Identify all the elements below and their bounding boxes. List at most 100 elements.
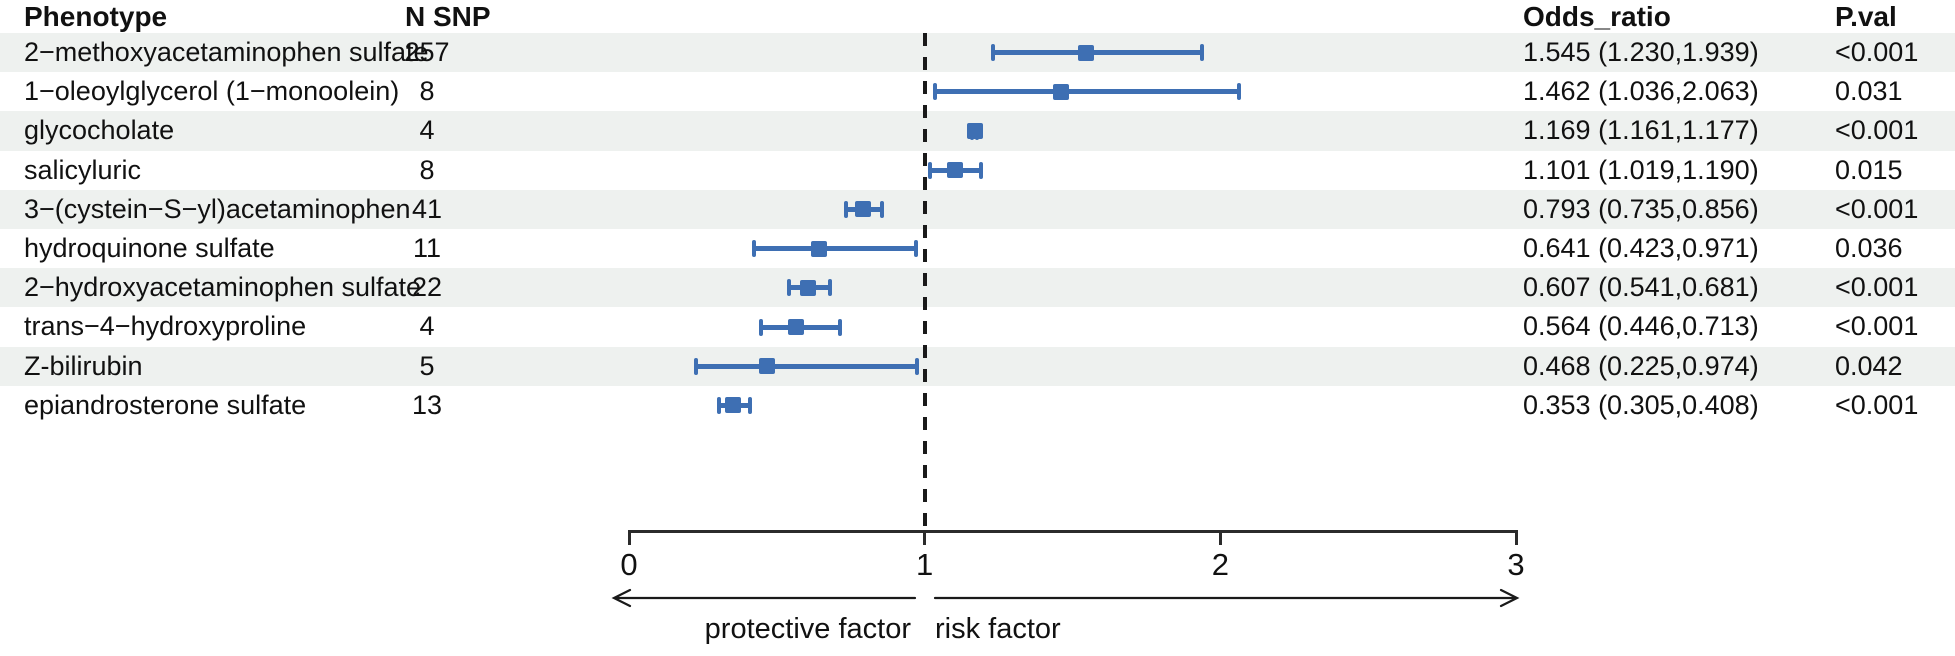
odds-ratio-value: 0.468 (0.225,0.974) [1523, 350, 1759, 381]
column-header-n-snp: N SNP [405, 1, 491, 32]
confidence-interval-cap [786, 279, 791, 297]
confidence-interval-cap [933, 83, 938, 101]
x-axis-tick [923, 530, 927, 545]
odds-ratio-marker [946, 162, 963, 179]
table-row: trans−4−hydroxyproline 4 0.564 (0.446,0.71… [0, 307, 1955, 346]
p-value: <0.001 [1835, 311, 1919, 342]
axis-direction-arrows [611, 588, 1520, 608]
confidence-interval-line [935, 89, 1239, 95]
p-value: <0.001 [1835, 115, 1919, 146]
odds-ratio-value: 1.101 (1.019,1.190) [1523, 154, 1759, 185]
table-row: 2−methoxyacetaminophen sulfate 257 1.545 (… [0, 33, 1955, 73]
confidence-interval-line [695, 363, 917, 369]
odds-ratio-marker [810, 240, 827, 257]
p-value: <0.001 [1835, 37, 1919, 67]
confidence-interval-cap [717, 396, 722, 414]
phenotype-label: 2−methoxyacetaminophen sulfate [24, 37, 429, 67]
x-axis-line [628, 530, 1517, 533]
n-snp-value: 8 [419, 154, 435, 185]
confidence-interval-cap [693, 357, 698, 375]
x-axis-tick [1514, 530, 1518, 545]
odds-ratio-marker [725, 397, 742, 414]
risk-factor-label: risk factor [935, 613, 1061, 645]
table-row: 2−hydroxyacetaminophen sulfate 22 0.607 (0… [0, 268, 1955, 308]
odds-ratio-value: 1.462 (1.036,2.063) [1523, 76, 1759, 107]
phenotype-label: epiandrosterone sulfate [24, 389, 307, 420]
odds-ratio-value: 0.641 (0.423,0.971) [1523, 233, 1759, 263]
table-row: Z-bilirubin 5 0.468 (0.225,0.974) 0.042 [0, 346, 1955, 386]
n-snp-value: 8 [419, 76, 435, 107]
phenotype-label: 1−oleoylglycerol (1−monoolein) [24, 76, 400, 107]
p-value: 0.031 [1835, 76, 1903, 107]
n-snp-value: 257 [404, 37, 450, 67]
odds-ratio-marker [966, 123, 983, 139]
odds-ratio-value: 0.353 (0.305,0.408) [1523, 389, 1759, 420]
confidence-interval-cap [880, 200, 885, 218]
column-header-p-val: P.val [1835, 1, 1897, 32]
confidence-interval-cap [990, 44, 995, 62]
phenotype-label: glycocholate [24, 115, 175, 146]
odds-ratio-marker [800, 279, 817, 296]
p-value: 0.036 [1835, 233, 1903, 263]
confidence-interval-cap [914, 357, 919, 375]
table-row: salicyluric 8 1.101 (1.019,1.190) 0.015 [0, 151, 1955, 190]
n-snp-value: 41 [411, 193, 443, 224]
x-axis-tick [1218, 530, 1222, 545]
phenotype-label: 2−hydroxyacetaminophen sulfate [24, 272, 422, 303]
n-snp-value: 11 [412, 233, 442, 263]
table-row: hydroquinone sulfate 11 0.641 (0.423,0.971… [0, 229, 1955, 268]
n-snp-value: 4 [419, 311, 435, 342]
odds-ratio-value: 0.564 (0.446,0.713) [1523, 311, 1759, 342]
p-value: <0.001 [1835, 272, 1919, 303]
column-header-odds-ratio: Odds_ratio [1523, 1, 1671, 32]
p-value: 0.042 [1835, 350, 1903, 381]
reference-line [922, 33, 927, 530]
confidence-interval-cap [928, 161, 933, 179]
odds-ratio-value: 1.545 (1.230,1.939) [1523, 37, 1759, 67]
confidence-interval-line [754, 246, 917, 252]
table-row: epiandrosterone sulfate 13 0.353 (0.305,0.… [0, 386, 1955, 425]
n-snp-value: 13 [411, 389, 443, 420]
risk-arrow-icon [933, 588, 1520, 608]
x-axis-tick-label: 2 [1211, 547, 1229, 582]
phenotype-label: salicyluric [24, 154, 142, 185]
n-snp-value: 5 [419, 350, 435, 381]
confidence-interval-cap [837, 318, 842, 336]
n-snp-value: 4 [419, 115, 435, 146]
protective-factor-label: protective factor [704, 613, 911, 645]
odds-ratio-marker [1077, 44, 1094, 61]
table-row: 3−(cystein−S−yl)acetaminophen 41 0.793 (0.… [0, 189, 1955, 229]
confidence-interval-cap [752, 240, 757, 258]
odds-ratio-value: 1.169 (1.161,1.177) [1523, 115, 1759, 146]
confidence-interval-cap [758, 318, 763, 336]
confidence-interval-line [992, 50, 1203, 56]
x-axis-tick-label: 3 [1507, 547, 1525, 582]
table-row: 1−oleoylglycerol (1−monoolein) 8 1.462 (1.… [0, 72, 1955, 111]
x-axis-tick-label: 1 [916, 547, 934, 582]
protective-arrow-icon [611, 588, 917, 608]
forest-plot-layer [629, 33, 1516, 425]
n-snp-value: 22 [411, 272, 443, 303]
confidence-interval-cap [747, 396, 752, 414]
confidence-interval-cap [1200, 44, 1205, 62]
confidence-interval-cap [978, 161, 983, 179]
p-value: 0.015 [1835, 154, 1903, 185]
phenotype-label: hydroquinone sulfate [24, 233, 275, 263]
phenotype-label: Z-bilirubin [24, 350, 143, 381]
odds-ratio-value: 0.607 (0.541,0.681) [1523, 272, 1759, 303]
phenotype-label: trans−4−hydroxyproline [24, 311, 307, 342]
x-axis-tick [627, 530, 631, 545]
confidence-interval-cap [914, 240, 919, 258]
odds-ratio-marker [1053, 83, 1070, 100]
odds-ratio-marker [787, 319, 804, 335]
p-value: <0.001 [1835, 193, 1919, 224]
x-axis-tick-label: 0 [620, 547, 638, 582]
odds-ratio-value: 0.793 (0.735,0.856) [1523, 193, 1759, 224]
confidence-interval-cap [844, 200, 849, 218]
column-header-phenotype: Phenotype [24, 1, 168, 32]
confidence-interval-cap [828, 279, 833, 297]
phenotype-label: 3−(cystein−S−yl)acetaminophen [24, 193, 411, 224]
odds-ratio-marker [855, 201, 872, 218]
confidence-interval-cap [1236, 83, 1241, 101]
